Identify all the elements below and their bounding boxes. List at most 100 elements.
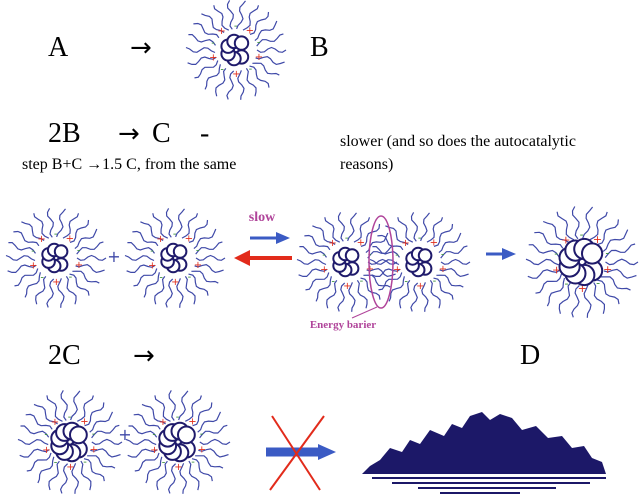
- minus-charge: -: [83, 457, 87, 468]
- ligand-chain: [252, 62, 280, 76]
- ligand-chain: [145, 456, 163, 484]
- ligand-chain: [57, 278, 65, 308]
- ligand-chain: [421, 282, 429, 312]
- plus-charge: +: [148, 261, 156, 272]
- label-D: D: [520, 340, 541, 371]
- energy-barrier-label: Energy barier: [310, 319, 376, 331]
- minus-charge: -: [77, 245, 81, 256]
- ligand-chain: [602, 229, 629, 252]
- ligand-chain: [37, 456, 55, 484]
- ligand-chain: [84, 402, 105, 427]
- plus-charge: +: [80, 417, 88, 428]
- minus-charge: -: [150, 246, 154, 257]
- ligand-chain: [192, 402, 213, 427]
- ligand-chain: [249, 11, 270, 35]
- ligand-chain: [299, 246, 327, 258]
- core-nanoparticle: [53, 244, 69, 259]
- ligand-chain: [312, 225, 336, 246]
- ligand-chain: [188, 34, 216, 46]
- ligand-chain: [315, 276, 332, 302]
- ligand-chain: [571, 206, 580, 240]
- ligand-chain: [188, 219, 209, 243]
- minus-charge: -: [331, 277, 335, 288]
- ligand-chain: [167, 463, 177, 494]
- ligand-chain: [528, 244, 560, 258]
- ligand-chain: [596, 279, 620, 305]
- ligand-chain: [5, 254, 36, 262]
- ligand-chain: [91, 424, 120, 439]
- ligand-chain: [438, 232, 462, 254]
- ligand-chain: [215, 68, 227, 97]
- plus-charge: +: [159, 417, 167, 428]
- ligand-chain: [48, 460, 60, 491]
- ligand-chain: [399, 280, 411, 309]
- ligand-chain: [249, 65, 270, 88]
- minus-charge: -: [441, 249, 445, 260]
- ligand-chain: [410, 282, 419, 312]
- ligand-chain: [143, 272, 160, 298]
- ligand-chain: [77, 395, 94, 422]
- minus-charge: -: [162, 457, 166, 468]
- ligand-chain: [305, 272, 330, 291]
- ligand-chain: [74, 228, 98, 250]
- minus-charge: -: [605, 246, 609, 259]
- ligand-chain: [324, 217, 341, 243]
- minus-charge: -: [368, 249, 372, 260]
- ligand-chain: [298, 268, 328, 277]
- ligand-chain: [571, 284, 580, 318]
- ligand-chain: [199, 424, 228, 439]
- ligand-chain: [197, 411, 222, 433]
- particle-C-left: +-+-+-+ - +-: [17, 390, 123, 494]
- plus-charge: +: [416, 281, 424, 292]
- minus-charge: -: [220, 65, 224, 76]
- minus-charge: -: [68, 412, 72, 423]
- reaction-arrow-3: →: [133, 341, 155, 371]
- minus-charge: -: [44, 430, 48, 441]
- ligand-chain: [46, 208, 54, 238]
- blocked-arrow: [266, 415, 336, 491]
- ligand-chain: [213, 5, 230, 31]
- ligand-chain: [256, 33, 284, 47]
- particle-C-right: +-+-+-+ - +-: [125, 390, 231, 494]
- plus-charge: +: [343, 281, 351, 292]
- reverse-arrow: [234, 250, 292, 266]
- plus-charge: +: [66, 233, 74, 244]
- ligand-chain: [337, 212, 345, 242]
- ligand-chain: [20, 425, 50, 438]
- reaction-arrow-1: →: [130, 33, 152, 63]
- minus-charge: -: [211, 38, 215, 49]
- ligand-chain: [440, 245, 468, 259]
- particles-layer: +-+-+-+ - +-+-+-+-+ - +-+-+-+-+ - +-+-+-+-+ - +-…: [5, 0, 639, 494]
- ligand-chain: [90, 448, 121, 458]
- ligand-chain: [193, 228, 217, 250]
- minus-charge: -: [565, 277, 569, 290]
- ligand-chain: [347, 212, 357, 242]
- ligand-chain: [152, 213, 169, 239]
- ligand-chain: [440, 258, 471, 265]
- ligand-chain: [296, 258, 327, 266]
- minus-charge: -: [580, 228, 584, 241]
- plus-charge: +: [328, 238, 336, 249]
- ligand-chain: [83, 458, 105, 482]
- ligand-chain: [17, 438, 49, 446]
- ligand-chain: [188, 460, 200, 491]
- minus-charge: -: [54, 229, 58, 240]
- ligand-chain: [127, 448, 158, 458]
- ligand-chain: [597, 219, 619, 246]
- ligand-chain: [187, 56, 217, 65]
- ligand-chain: [603, 268, 637, 279]
- ligand-chain: [397, 217, 414, 243]
- ligand-chain: [433, 223, 454, 247]
- plus-charge: +: [75, 260, 83, 271]
- step-note-right-b: reasons): [340, 156, 394, 173]
- ligand-chain: [367, 258, 398, 265]
- ligand-chain: [19, 448, 50, 458]
- ligand-chain: [367, 245, 395, 259]
- ligand-chain: [372, 246, 400, 258]
- ligand-chain: [191, 458, 213, 482]
- ligand-chain: [56, 208, 66, 238]
- label-C: C: [152, 118, 171, 149]
- plus-charge: +: [90, 444, 98, 455]
- ligand-chain: [76, 241, 104, 255]
- ligand-chain: [254, 20, 278, 42]
